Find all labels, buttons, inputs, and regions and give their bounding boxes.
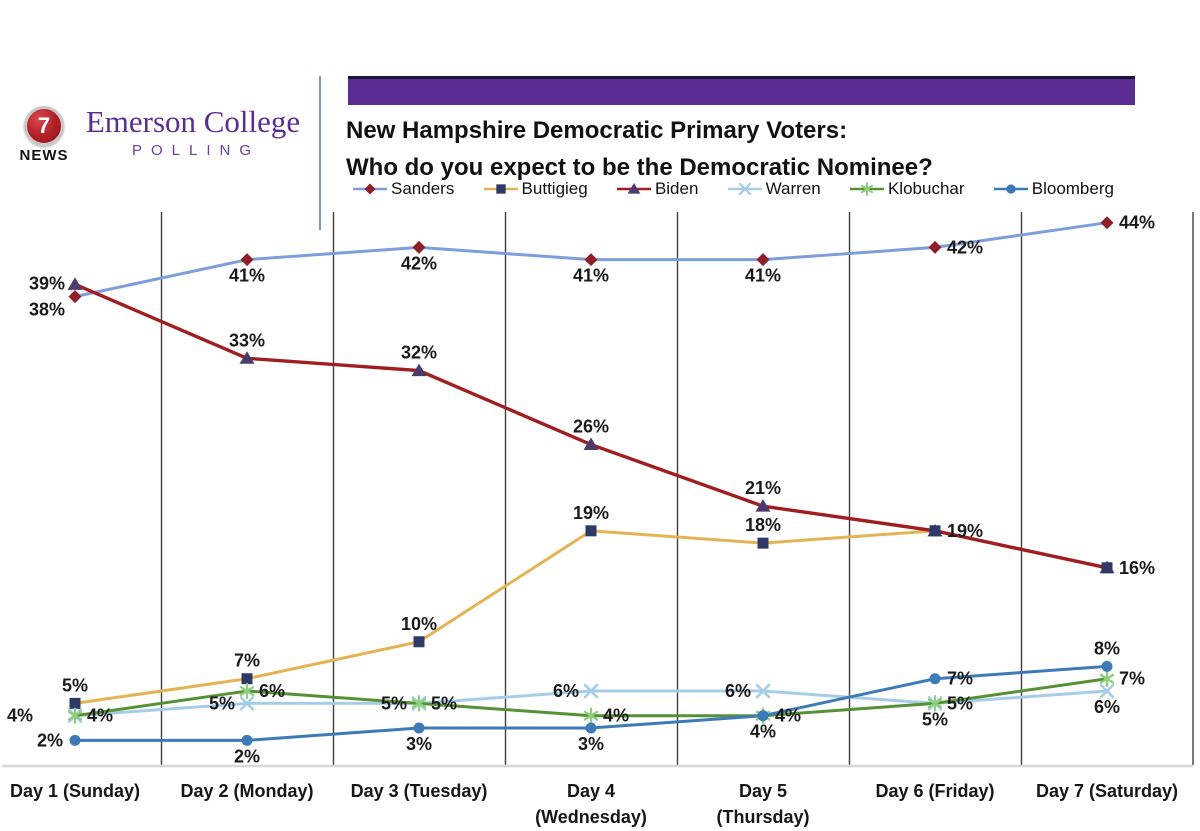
data-label-biden-6: 16% bbox=[1119, 558, 1155, 578]
legend-marker-square-icon bbox=[483, 184, 518, 194]
series-markers-bloomberg bbox=[69, 660, 1113, 746]
data-label-bloomberg-3: 3% bbox=[578, 734, 604, 754]
x-axis-label-4: (Thursday) bbox=[716, 807, 809, 827]
series-markers-buttigieg bbox=[69, 525, 1113, 709]
legend-marker-x-icon bbox=[727, 182, 762, 196]
purple-banner bbox=[348, 76, 1135, 105]
legend-label-biden: Biden bbox=[654, 179, 699, 198]
legend-label-sanders: Sanders bbox=[391, 179, 455, 198]
chart-title: New Hampshire Democratic Primary Voters:… bbox=[346, 112, 1166, 186]
data-label-klobuchar-0: 4% bbox=[87, 706, 113, 726]
data-label-biden-3: 26% bbox=[573, 417, 609, 437]
data-label-sanders-4: 41% bbox=[745, 266, 781, 286]
data-label-klobuchar-3: 4% bbox=[603, 706, 629, 726]
data-label-buttigieg-4: 18% bbox=[745, 515, 781, 535]
x-axis-label-0: Day 1 (Sunday) bbox=[10, 781, 140, 801]
x-axis-label-5: Day 6 (Friday) bbox=[875, 781, 994, 801]
data-label-klobuchar-6: 7% bbox=[1119, 669, 1145, 689]
chart-title-line1: New Hampshire Democratic Primary Voters: bbox=[346, 117, 848, 144]
legend-item-klobuchar: Klobuchar bbox=[849, 179, 965, 199]
station-logo-block: 7 NEWS Emerson College POLLING bbox=[6, 104, 316, 174]
data-label-buttigieg-0: 5% bbox=[62, 675, 88, 695]
data-label-klobuchar-5: 5% bbox=[947, 693, 973, 713]
data-label-biden-1: 33% bbox=[229, 330, 265, 350]
x-axis-label-3: (Wednesday) bbox=[535, 807, 647, 827]
data-label-klobuchar-4: 4% bbox=[775, 706, 801, 726]
data-label-bloomberg-2: 3% bbox=[406, 734, 432, 754]
x-axis-label-4: Day 5 bbox=[739, 781, 787, 801]
data-label-biden-0: 39% bbox=[29, 273, 65, 293]
legend-label-klobuchar: Klobuchar bbox=[887, 179, 965, 198]
data-label-buttigieg-2: 10% bbox=[401, 614, 437, 634]
data-label-sanders-2: 42% bbox=[401, 253, 437, 273]
x-axis-label-2: Day 3 (Tuesday) bbox=[351, 781, 488, 801]
data-label-bloomberg-6: 8% bbox=[1094, 638, 1120, 658]
gridlines bbox=[160, 212, 1194, 765]
channel7-icon: 7 bbox=[24, 106, 64, 146]
legend-item-biden: Biden bbox=[616, 179, 698, 199]
data-label-klobuchar-1: 6% bbox=[259, 681, 285, 701]
data-label-warren-5: 5% bbox=[922, 709, 948, 729]
x-axis-label-1: Day 2 (Monday) bbox=[180, 781, 313, 801]
header-divider bbox=[319, 76, 321, 230]
emerson-polling-label: POLLING bbox=[131, 142, 261, 159]
data-label-bloomberg-0: 2% bbox=[37, 730, 63, 750]
legend-item-sanders: Sanders bbox=[352, 179, 454, 199]
data-label-buttigieg-3: 19% bbox=[573, 503, 609, 523]
news-label: NEWS bbox=[19, 147, 69, 164]
legend-marker-asterisk-icon bbox=[849, 182, 884, 196]
legend-label-buttigieg: Buttigieg bbox=[521, 179, 588, 198]
data-label-bloomberg-1: 2% bbox=[234, 746, 260, 766]
data-label-klobuchar-2: 5% bbox=[431, 693, 457, 713]
chart-title-line2: Who do you expect to be the Democratic N… bbox=[346, 154, 933, 181]
legend-marker-triangle-icon bbox=[616, 183, 651, 194]
data-label-biden-5: 19% bbox=[947, 521, 983, 541]
channel7-news-logo: 7 NEWS bbox=[14, 106, 74, 164]
legend-marker-diamond-icon bbox=[353, 183, 387, 195]
data-label-sanders-0: 38% bbox=[29, 300, 65, 320]
data-label-warren-0: 4% bbox=[7, 706, 33, 726]
data-labels: 38% 41% 42% 41% 41% 42% 44% 5% 7% 10% 19% 18% 39% 33%… bbox=[7, 213, 1155, 767]
x-axis-label-6: Day 7 (Saturday) bbox=[1036, 781, 1178, 801]
x-axis-labels: Day 1 (Sunday) Day 2 (Monday) Day 3 (Tuesd… bbox=[10, 781, 1178, 827]
data-label-warren-1: 5% bbox=[209, 693, 235, 713]
x-axis-label-3: Day 4 bbox=[567, 781, 615, 801]
data-label-sanders-1: 41% bbox=[229, 266, 265, 286]
legend-marker-circle-icon bbox=[993, 184, 1028, 194]
data-label-sanders-3: 41% bbox=[573, 266, 609, 286]
data-label-warren-6: 6% bbox=[1094, 697, 1120, 717]
data-label-bloomberg-4: 4% bbox=[750, 722, 776, 742]
emerson-college-logo: Emerson College POLLING bbox=[70, 104, 316, 159]
series-markers-sanders bbox=[68, 216, 1114, 304]
data-label-biden-4: 21% bbox=[745, 478, 781, 498]
data-label-warren-4: 6% bbox=[725, 681, 751, 701]
legend-item-buttigieg: Buttigieg bbox=[483, 179, 588, 199]
data-label-sanders-6: 44% bbox=[1119, 213, 1155, 233]
legend-label-warren: Warren bbox=[765, 179, 821, 198]
chart-legend: Sanders Buttigieg Biden Warren Klobuchar Bloo… bbox=[352, 179, 1114, 199]
legend-label-bloomberg: Bloomberg bbox=[1031, 179, 1114, 198]
data-label-biden-2: 32% bbox=[401, 343, 437, 363]
legend-item-bloomberg: Bloomberg bbox=[993, 179, 1114, 199]
emerson-college-name: Emerson College bbox=[85, 104, 301, 139]
data-label-buttigieg-1: 7% bbox=[234, 651, 260, 671]
data-label-warren-2: 5% bbox=[381, 693, 407, 713]
data-label-sanders-5: 42% bbox=[947, 237, 983, 257]
data-label-warren-3: 6% bbox=[553, 681, 579, 701]
data-label-bloomberg-5: 7% bbox=[947, 669, 973, 689]
legend-item-warren: Warren bbox=[727, 179, 821, 199]
